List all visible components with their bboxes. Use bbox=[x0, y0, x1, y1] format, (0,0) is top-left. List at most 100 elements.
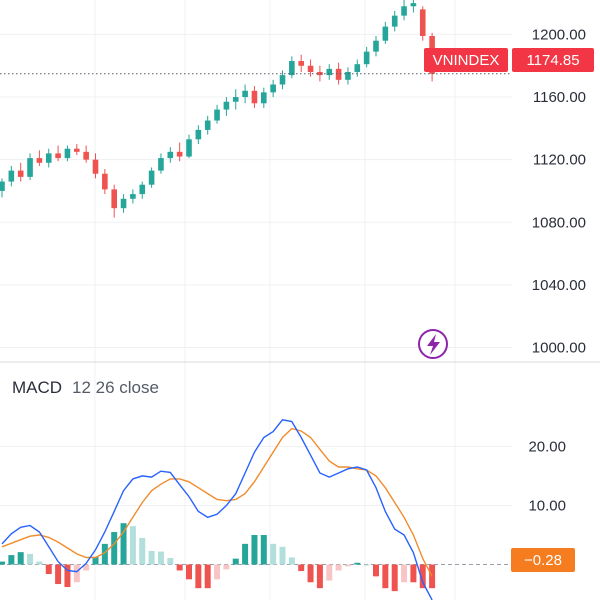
price-tick-label: 1040.00 bbox=[532, 277, 586, 294]
lightning-icon-bolt bbox=[427, 334, 440, 355]
price-tick-label: 1200.00 bbox=[532, 26, 586, 43]
candle-body bbox=[36, 158, 43, 163]
price-tick-label: 1120.00 bbox=[533, 152, 586, 169]
candle-body bbox=[289, 61, 295, 76]
last-price-badge: 1174.85 bbox=[512, 48, 594, 72]
price-tick-label: 1080.00 bbox=[532, 214, 586, 231]
macd-value-badge: −0.28 bbox=[511, 548, 575, 572]
candle-body bbox=[167, 151, 174, 159]
macd-histogram-bar bbox=[92, 556, 99, 565]
candle-body bbox=[17, 170, 24, 177]
price-axis: 1200.00 1160.00 1120.00 1080.00 1040.00 1000.… bbox=[532, 26, 586, 356]
macd-histogram-bar bbox=[401, 564, 408, 583]
candle-body bbox=[74, 148, 80, 152]
macd-line bbox=[1, 419, 433, 600]
macd-histogram-bar bbox=[195, 564, 202, 589]
candle-body bbox=[326, 68, 333, 76]
signal-line bbox=[1, 427, 433, 577]
macd-histogram-bar bbox=[214, 564, 221, 580]
candle-body bbox=[307, 65, 314, 72]
last-price-label: 1174.85 bbox=[526, 52, 579, 69]
macd-params: 12 26 close bbox=[72, 378, 159, 397]
lightning-icon[interactable] bbox=[418, 329, 448, 359]
candle-body bbox=[345, 72, 351, 80]
macd-histogram-bar bbox=[363, 564, 370, 566]
macd-histogram-bar bbox=[45, 564, 52, 574]
candle-body bbox=[102, 173, 108, 190]
macd-histogram-bar bbox=[326, 564, 333, 581]
price-tick-label: 1160.00 bbox=[533, 89, 586, 106]
macd-histogram-bar bbox=[270, 543, 277, 565]
macd-histogram-bar bbox=[148, 550, 155, 565]
candle-body bbox=[232, 97, 239, 102]
macd-histogram-bar bbox=[176, 564, 183, 571]
price-tick-label: 1000.00 bbox=[532, 339, 586, 356]
candle-body bbox=[92, 159, 99, 174]
macd-histogram-bar bbox=[73, 564, 80, 583]
price-candles bbox=[0, 0, 435, 218]
macd-value-badge-bg bbox=[511, 548, 575, 572]
macd-histogram-bar bbox=[64, 564, 71, 587]
macd-histogram-bar bbox=[316, 564, 323, 589]
candle-body bbox=[410, 3, 417, 7]
macd-histogram-bar bbox=[279, 546, 286, 565]
macd-histogram-bar bbox=[111, 532, 118, 565]
candle-body bbox=[148, 170, 155, 185]
candle-body bbox=[354, 64, 361, 72]
grid-lines bbox=[0, 0, 512, 600]
candle-body bbox=[83, 151, 89, 160]
candle-body bbox=[317, 72, 323, 76]
macd-histogram-bar bbox=[251, 535, 258, 565]
candle-body bbox=[186, 139, 192, 157]
candle-body bbox=[130, 194, 136, 199]
candle-body bbox=[401, 6, 407, 16]
candle-body bbox=[8, 170, 15, 182]
macd-histogram-bar bbox=[27, 553, 34, 565]
candle-body bbox=[279, 75, 286, 85]
macd-histogram-bar bbox=[410, 564, 417, 583]
macd-histogram-bar bbox=[204, 564, 211, 589]
candle-body bbox=[261, 92, 267, 104]
candle-body bbox=[0, 181, 5, 191]
candle-body bbox=[214, 109, 220, 121]
candle-body bbox=[27, 158, 33, 177]
candle-body bbox=[419, 9, 426, 36]
macd-histogram-bar bbox=[0, 561, 5, 565]
candle-body bbox=[111, 189, 117, 209]
candle-body bbox=[195, 129, 202, 140]
macd-axis: 20.00 10.00 bbox=[528, 438, 566, 514]
macd-histogram-bar bbox=[55, 564, 62, 585]
macd-histogram-bar bbox=[307, 564, 314, 583]
symbol-badge[interactable]: VNINDEX bbox=[424, 48, 508, 72]
macd-histogram bbox=[0, 523, 436, 592]
macd-tick-label: 10.00 bbox=[528, 497, 566, 514]
macd-histogram-bar bbox=[344, 564, 351, 567]
macd-histogram-bar bbox=[288, 557, 295, 565]
last-price-badge-bg bbox=[512, 48, 594, 72]
macd-histogram-bar bbox=[129, 526, 136, 565]
candle-body bbox=[176, 151, 183, 157]
macd-histogram-bar bbox=[36, 561, 43, 565]
candle-body bbox=[335, 68, 342, 80]
macd-legend[interactable]: MACD 12 26 close bbox=[12, 378, 159, 397]
symbol-label: VNINDEX bbox=[433, 52, 500, 69]
macd-histogram-bar bbox=[167, 558, 174, 565]
candle-body bbox=[204, 120, 211, 130]
macd-histogram-bar bbox=[17, 552, 24, 565]
candle-body bbox=[64, 148, 71, 159]
candle-body bbox=[382, 26, 389, 41]
candle-body bbox=[363, 51, 370, 65]
macd-histogram-bar bbox=[373, 564, 379, 577]
macd-histogram-bar bbox=[354, 562, 361, 565]
candle-body bbox=[223, 101, 230, 110]
candle-body bbox=[139, 184, 146, 195]
candle-body bbox=[55, 153, 61, 159]
macd-histogram-bar bbox=[8, 555, 15, 565]
candle-body bbox=[242, 90, 248, 98]
macd-histogram-bar bbox=[223, 564, 230, 570]
macd-histogram-bar bbox=[260, 535, 267, 565]
candle-body bbox=[298, 61, 304, 66]
candle-body bbox=[391, 15, 398, 27]
